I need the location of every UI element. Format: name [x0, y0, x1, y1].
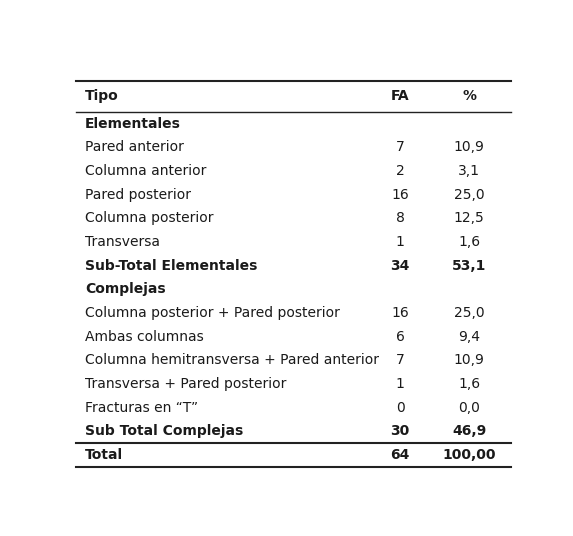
- Text: 2: 2: [396, 164, 405, 178]
- Text: 0: 0: [396, 400, 405, 414]
- Text: Ambas columnas: Ambas columnas: [85, 330, 203, 344]
- Text: 30: 30: [391, 424, 410, 438]
- Text: Tipo: Tipo: [85, 90, 119, 103]
- Text: 64: 64: [391, 448, 410, 462]
- Text: 53,1: 53,1: [452, 258, 486, 273]
- Text: 8: 8: [396, 211, 405, 225]
- Text: Pared posterior: Pared posterior: [85, 188, 191, 202]
- Text: 7: 7: [396, 353, 405, 367]
- Text: 100,00: 100,00: [442, 448, 496, 462]
- Text: Fracturas en “T”: Fracturas en “T”: [85, 400, 198, 414]
- Text: %: %: [462, 90, 476, 103]
- Text: Columna hemitransversa + Pared anterior: Columna hemitransversa + Pared anterior: [85, 353, 379, 367]
- Text: 25,0: 25,0: [454, 306, 484, 320]
- Text: 6: 6: [396, 330, 405, 344]
- Text: Columna posterior + Pared posterior: Columna posterior + Pared posterior: [85, 306, 340, 320]
- Text: Total: Total: [85, 448, 123, 462]
- Text: 10,9: 10,9: [454, 353, 485, 367]
- Text: 16: 16: [391, 188, 409, 202]
- Text: 0,0: 0,0: [458, 400, 480, 414]
- Text: 1,6: 1,6: [458, 235, 480, 249]
- Text: 25,0: 25,0: [454, 188, 484, 202]
- Text: Columna posterior: Columna posterior: [85, 211, 214, 225]
- Text: Sub Total Complejas: Sub Total Complejas: [85, 424, 243, 438]
- Text: 46,9: 46,9: [452, 424, 486, 438]
- Text: 1: 1: [396, 377, 405, 391]
- Text: 12,5: 12,5: [454, 211, 484, 225]
- Text: Pared anterior: Pared anterior: [85, 140, 184, 154]
- Text: 1: 1: [396, 235, 405, 249]
- Text: Transversa: Transversa: [85, 235, 160, 249]
- Text: 7: 7: [396, 140, 405, 154]
- Text: 34: 34: [391, 258, 410, 273]
- Text: 16: 16: [391, 306, 409, 320]
- Text: Complejas: Complejas: [85, 282, 166, 296]
- Text: Columna anterior: Columna anterior: [85, 164, 206, 178]
- Text: 3,1: 3,1: [458, 164, 480, 178]
- Text: 9,4: 9,4: [458, 330, 480, 344]
- Text: Elementales: Elementales: [85, 117, 181, 131]
- Text: 10,9: 10,9: [454, 140, 485, 154]
- Text: Transversa + Pared posterior: Transversa + Pared posterior: [85, 377, 286, 391]
- Text: Sub-Total Elementales: Sub-Total Elementales: [85, 258, 257, 273]
- Text: 1,6: 1,6: [458, 377, 480, 391]
- Text: FA: FA: [391, 90, 410, 103]
